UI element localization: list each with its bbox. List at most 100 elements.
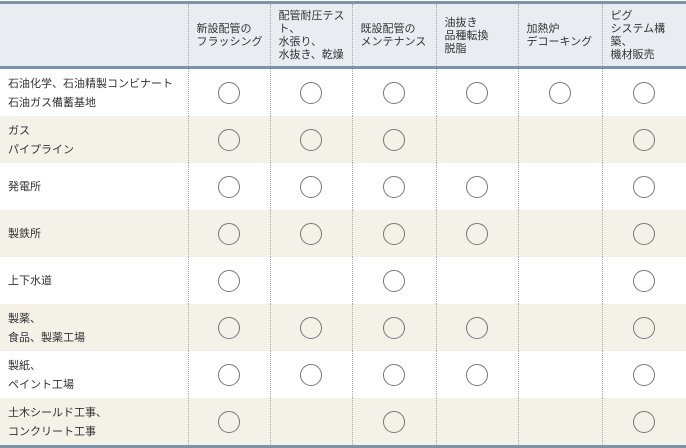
row-label: 製鉄所: [0, 210, 188, 257]
table-cell: [601, 210, 686, 257]
table-cell: [435, 351, 518, 398]
table-cell: [517, 304, 602, 351]
circle-icon: [218, 222, 240, 245]
circle-icon: [633, 175, 656, 198]
column-header: 配管耐圧テスト、 水張り、 水抜き、乾燥: [269, 2, 352, 69]
table-cell: [435, 304, 518, 351]
row-label: 発電所: [8, 180, 41, 193]
circle-icon: [383, 222, 405, 245]
circle-icon: [218, 269, 240, 292]
table-cell: [601, 351, 686, 398]
table-cell: [517, 210, 602, 257]
circle-icon: [300, 316, 322, 339]
circle-icon: [549, 81, 571, 104]
column-header: 加熱炉 デコーキング: [517, 2, 602, 69]
circle-icon: [218, 410, 240, 433]
table-cell: [351, 257, 436, 304]
table-cell: [351, 304, 436, 351]
circle-icon: [633, 269, 656, 292]
table-row: 製薬、 食品、製薬工場: [0, 304, 686, 351]
table-cell: [435, 116, 518, 163]
table-row: 上下水道: [0, 257, 686, 304]
table-cell: [269, 398, 352, 447]
circle-icon: [383, 128, 405, 151]
circle-icon: [300, 363, 322, 386]
circle-icon: [466, 316, 488, 339]
circle-icon: [300, 128, 322, 151]
table-cell: [435, 67, 518, 116]
table-cell: [187, 163, 270, 210]
circle-icon: [300, 222, 322, 245]
table-row: 製鉄所: [0, 210, 686, 257]
table-cell: [351, 210, 436, 257]
table-cell: [517, 67, 602, 116]
row-label: 上下水道: [8, 274, 52, 287]
column-header: 新設配管の フラッシング: [187, 2, 270, 69]
circle-icon: [633, 363, 656, 386]
table-cell: [187, 257, 270, 304]
table-cell: [187, 398, 270, 447]
table-cell: [601, 116, 686, 163]
circle-icon: [300, 175, 322, 198]
table-cell: [517, 351, 602, 398]
table-cell: [269, 116, 352, 163]
table-cell: [517, 398, 602, 447]
table-row: 石油化学、石油精製コンビナート 石油ガス備蓄基地: [0, 67, 686, 116]
table-cell: [435, 210, 518, 257]
circle-icon: [300, 81, 322, 104]
table-cell: [351, 116, 436, 163]
circle-icon: [383, 363, 405, 386]
table-cell: [269, 257, 352, 304]
table-cell: [351, 398, 436, 447]
table-cell: [187, 210, 270, 257]
circle-icon: [218, 81, 240, 104]
row-label: 土木シールド工事、 コンクリート工事: [0, 398, 188, 447]
circle-icon: [383, 81, 405, 104]
table-cell: [269, 304, 352, 351]
table-cell: [187, 351, 270, 398]
table-cell: [435, 163, 518, 210]
circle-icon: [383, 175, 405, 198]
table-row: 発電所: [0, 163, 686, 210]
table-cell: [351, 351, 436, 398]
circle-icon: [633, 81, 656, 104]
table-cell: [517, 163, 602, 210]
table-row: ガス パイプライン: [0, 116, 686, 163]
circle-icon: [633, 316, 656, 339]
circle-icon: [466, 175, 488, 198]
circle-icon: [633, 410, 656, 433]
header-corner: [0, 2, 188, 69]
table-cell: [351, 163, 436, 210]
row-label: 製薬、 食品、製薬工場: [0, 304, 188, 351]
table-cell: [187, 116, 270, 163]
table-cell: [601, 67, 686, 116]
header-row: 新設配管の フラッシング 配管耐圧テスト、 水張り、 水抜き、乾燥 既設配管の メン…: [0, 2, 686, 69]
table-cell: [351, 67, 436, 116]
column-header: ピグ システム構築、 機材販売: [601, 2, 686, 69]
circle-icon: [383, 269, 405, 292]
table-cell: [269, 163, 352, 210]
row-label: ガス パイプライン: [0, 116, 188, 163]
table-cell: [269, 67, 352, 116]
table-cell: [517, 116, 602, 163]
column-header: 既設配管の メンテナンス: [351, 2, 436, 69]
circle-icon: [466, 81, 488, 104]
table-cell: [435, 257, 518, 304]
table-cell: [601, 163, 686, 210]
table-cell: [601, 304, 686, 351]
table-cell: [435, 398, 518, 447]
circle-icon: [383, 316, 405, 339]
table-cell: [601, 257, 686, 304]
circle-icon: [218, 175, 240, 198]
row-label: 製紙、 ペイント工場: [8, 358, 74, 391]
circle-icon: [466, 363, 488, 386]
table-cell: [187, 67, 270, 116]
circle-icon: [383, 410, 405, 433]
circle-icon: [218, 316, 240, 339]
table-cell: [269, 210, 352, 257]
row-label: 石油化学、石油精製コンビナート 石油ガス備蓄基地: [8, 76, 173, 109]
column-header: 油抜き 品種転換 脱脂: [435, 2, 518, 69]
circle-icon: [633, 128, 656, 151]
circle-icon: [218, 363, 240, 386]
